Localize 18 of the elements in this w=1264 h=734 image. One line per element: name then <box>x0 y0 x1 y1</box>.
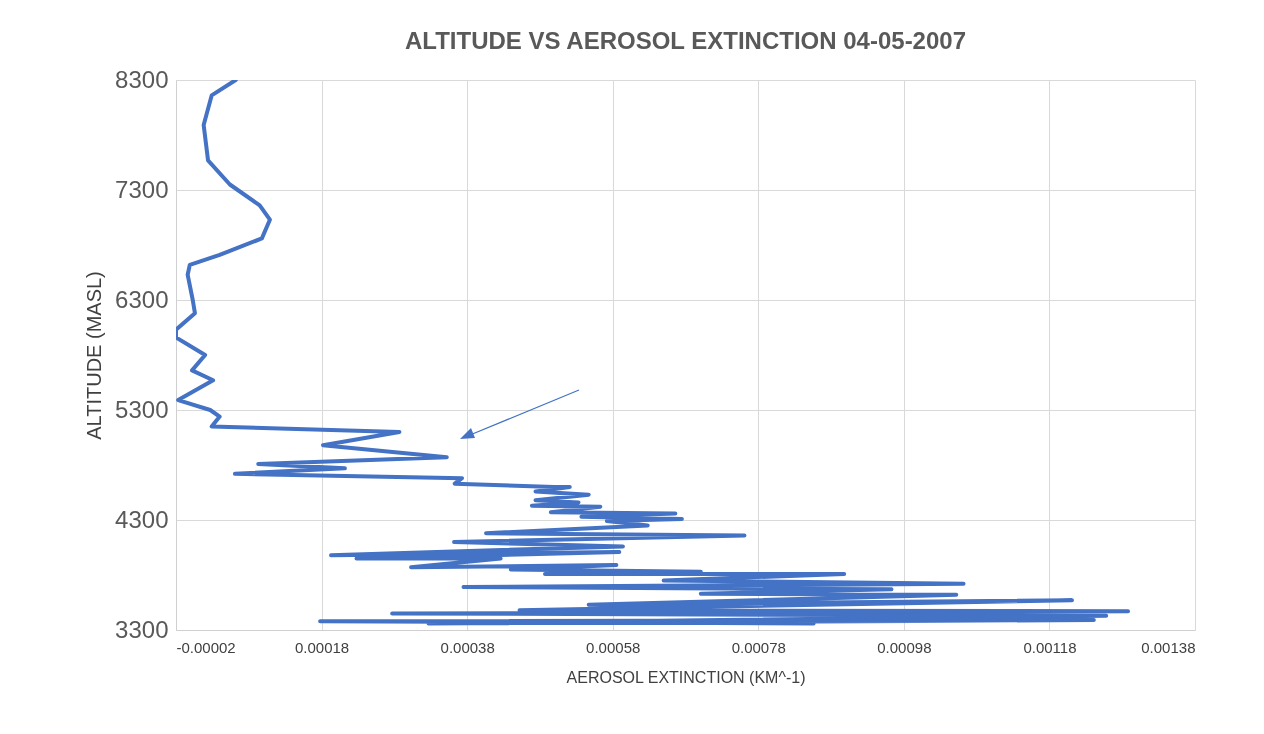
line-series <box>176 80 1131 626</box>
x-tick-label: 0.00098 <box>877 638 932 656</box>
y-tick-label: 4300 <box>115 505 169 533</box>
y-tick-label: 7300 <box>115 175 169 203</box>
chart-title: ALTITUDE VS AEROSOL EXTINCTION 04-05-2007 <box>404 27 967 54</box>
y-tick-label: 5300 <box>115 395 169 423</box>
y-tick-label: 8300 <box>115 65 169 93</box>
y-axis-title: ALTITUDE (MASL) <box>83 271 106 440</box>
y-tick-label: 6300 <box>115 285 169 313</box>
x-tick-label: 0.00038 <box>440 638 495 656</box>
x-tick-label: 0.00058 <box>586 638 641 656</box>
x-tick-label: -0.00002 <box>176 638 236 656</box>
x-tick-label: 0.00118 <box>1023 638 1077 656</box>
x-axis-title: AEROSOL EXTINCTION (KM^-1) <box>566 668 806 686</box>
y-tick-label: 3300 <box>115 615 169 643</box>
x-tick-label: 0.00078 <box>731 638 786 656</box>
x-tick-label: 0.00018 <box>294 638 350 656</box>
x-tick-label: 0.00138 <box>1141 638 1196 656</box>
